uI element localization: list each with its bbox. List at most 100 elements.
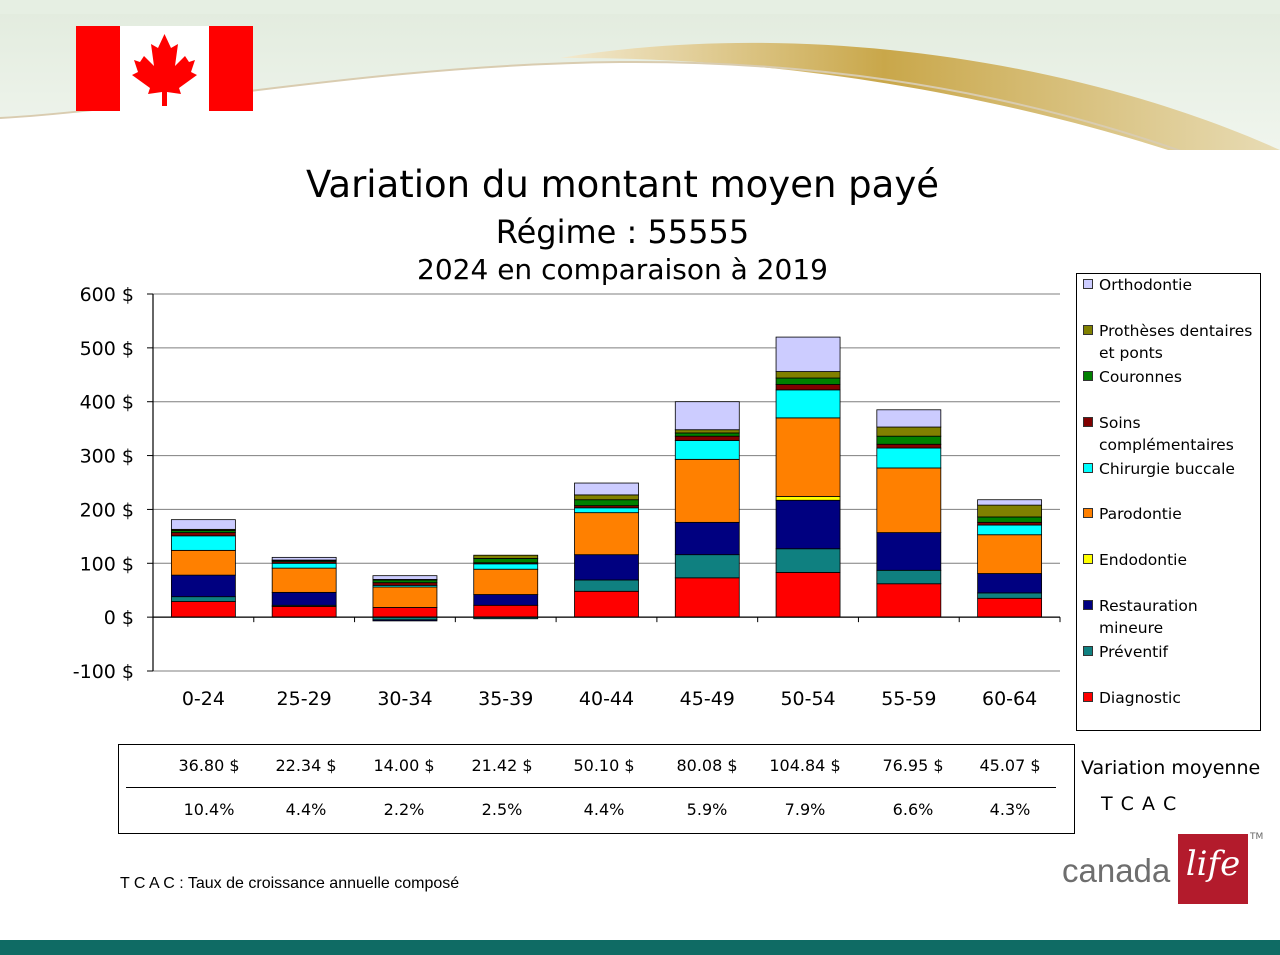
bar-segment-restauration-mineure-35-39 bbox=[473, 594, 539, 606]
legend-swatch bbox=[1083, 692, 1093, 702]
bar-segment-chirurgie-buccale-50-54 bbox=[775, 389, 841, 419]
table-cell-row1: 22.34 $ bbox=[275, 756, 337, 775]
bar-segment-diagnostic-45-49 bbox=[674, 577, 740, 618]
bar-segment-restauration-mineure-25-29 bbox=[271, 591, 337, 606]
bar-segment-parodontie-25-29 bbox=[271, 567, 337, 593]
y-tick-label: 200 $ bbox=[80, 499, 134, 521]
y-tick-label: 400 $ bbox=[80, 392, 134, 414]
y-tick-label: 0 $ bbox=[104, 607, 134, 629]
bar-segment-diagnostic-30-34 bbox=[372, 607, 438, 618]
bar-segment-orthodontie-0-24 bbox=[170, 519, 236, 530]
bar-segment-restauration-mineure-40-44 bbox=[574, 554, 639, 581]
table-cell-row2: 2.5% bbox=[481, 800, 523, 819]
legend-label: Chirurgie buccale bbox=[1099, 460, 1235, 478]
bar-segment-diagnostic-0-24 bbox=[170, 601, 236, 618]
legend-swatch bbox=[1083, 279, 1093, 289]
bar-segment-proth-ses-dentaires-et-ponts-60-64 bbox=[977, 504, 1043, 518]
bar-segment-soins-compl-mentaires-60-64 bbox=[977, 521, 1043, 526]
table-cell-row1: 45.07 $ bbox=[979, 756, 1041, 775]
bar-segment-chirurgie-buccale-35-39 bbox=[473, 563, 539, 570]
bar-segment-parodontie-35-39 bbox=[473, 568, 539, 595]
bar-segment-pr-ventif-0-24 bbox=[170, 596, 236, 602]
bar-segment-chirurgie-buccale-25-29 bbox=[271, 562, 337, 569]
axes bbox=[147, 293, 1061, 672]
bar-segment-parodontie-40-44 bbox=[574, 512, 639, 556]
bar-segment-couronnes-40-44 bbox=[574, 499, 639, 507]
legend-label: Parodontie bbox=[1099, 505, 1182, 523]
bar-segment-restauration-mineure-60-64 bbox=[977, 573, 1043, 594]
table-cell-row2: 4.4% bbox=[583, 800, 625, 819]
bar-segment-restauration-mineure-45-49 bbox=[674, 521, 740, 556]
bar-segment-proth-ses-dentaires-et-ponts-45-49 bbox=[674, 429, 740, 434]
legend-label: Orthodontie bbox=[1099, 276, 1193, 294]
x-tick-label: 0-24 bbox=[182, 688, 225, 710]
legend-label: Soins complémentaires bbox=[1099, 414, 1234, 454]
chart-title: Variation du montant moyen payé bbox=[305, 163, 939, 206]
bar-segment-orthodontie-50-54 bbox=[775, 336, 841, 372]
x-tick-label: 30-34 bbox=[377, 688, 432, 710]
bar-segment-proth-ses-dentaires-et-ponts-50-54 bbox=[775, 371, 841, 379]
bar-segment-couronnes-30-34 bbox=[372, 579, 438, 584]
bar-segment-pr-ventif-50-54 bbox=[775, 548, 841, 573]
bar-segment-couronnes-55-59 bbox=[876, 435, 942, 445]
bar-segment-parodontie-60-64 bbox=[977, 534, 1043, 574]
y-tick-label: 300 $ bbox=[80, 446, 134, 468]
table-cell-row2: 7.9% bbox=[784, 800, 826, 819]
row-label-tcac: T C A C bbox=[1101, 793, 1178, 815]
table-cell-row1: 36.80 $ bbox=[178, 756, 240, 775]
y-tick-label: 500 $ bbox=[80, 338, 134, 360]
bar-segment-couronnes-35-39 bbox=[473, 558, 539, 564]
chart-subtitle-plan: Régime : 55555 bbox=[495, 213, 750, 251]
table-cell-row1: 76.95 $ bbox=[882, 756, 944, 775]
bar-segment-soins-compl-mentaires-30-34 bbox=[372, 582, 438, 586]
bars bbox=[170, 336, 1043, 622]
table-cell-row2: 6.6% bbox=[892, 800, 934, 819]
legend-label: Diagnostic bbox=[1099, 689, 1181, 707]
legend-swatch bbox=[1083, 417, 1093, 427]
legend-label: Couronnes bbox=[1099, 368, 1182, 386]
bar-segment-parodontie-50-54 bbox=[775, 417, 841, 497]
bar-segment-chirurgie-buccale-40-44 bbox=[574, 507, 639, 514]
logo-trademark: TM bbox=[1250, 832, 1264, 842]
y-tick-label: -100 $ bbox=[73, 661, 134, 683]
legend-label: Préventif bbox=[1099, 643, 1169, 661]
bar-segment-couronnes-50-54 bbox=[775, 377, 841, 385]
x-tick-label: 35-39 bbox=[478, 688, 533, 710]
bar-segment-orthodontie-30-34 bbox=[372, 575, 438, 580]
x-tick-label: 55-59 bbox=[881, 688, 936, 710]
logo-wordmark: canada bbox=[1062, 852, 1171, 889]
bar-segment-endodontie-50-54 bbox=[775, 496, 841, 501]
bar-segment-restauration-mineure-55-59 bbox=[876, 532, 942, 571]
table-cell-row2: 4.4% bbox=[285, 800, 327, 819]
table-cell-row2: 4.3% bbox=[989, 800, 1031, 819]
bar-segment-diagnostic-35-39 bbox=[473, 604, 539, 618]
y-tick-label: 100 $ bbox=[80, 553, 134, 575]
legend-swatch bbox=[1083, 508, 1093, 518]
bar-segment-diagnostic-25-29 bbox=[271, 605, 337, 618]
footer-band bbox=[0, 940, 1280, 955]
bar-segment-diagnostic-60-64 bbox=[977, 597, 1043, 618]
bar-segment-restauration-mineure-50-54 bbox=[775, 499, 841, 550]
bar-segment-couronnes-60-64 bbox=[977, 516, 1043, 523]
bar-segment-proth-ses-dentaires-et-ponts-35-39 bbox=[473, 554, 539, 559]
stacked-bar-chart: -100 $0 $100 $200 $300 $400 $500 $600 $ … bbox=[73, 284, 1061, 710]
legend-swatch bbox=[1083, 463, 1093, 473]
table-cell-row1: 80.08 $ bbox=[676, 756, 738, 775]
bar-segment-parodontie-30-34 bbox=[372, 586, 438, 608]
x-tick-label: 25-29 bbox=[277, 688, 332, 710]
footnote: T C A C : Taux de croissance annuelle co… bbox=[120, 875, 460, 892]
chart-subtitle-period: 2024 en comparaison à 2019 bbox=[417, 253, 828, 286]
bar-segment-orthodontie-60-64 bbox=[977, 499, 1043, 506]
bar-segment-orthodontie-45-49 bbox=[674, 401, 740, 431]
bar-segment-soins-compl-mentaires-0-24 bbox=[170, 532, 236, 537]
table-cell-row2: 5.9% bbox=[686, 800, 728, 819]
x-tick-label: 50-54 bbox=[780, 688, 835, 710]
table-cell-row1: 50.10 $ bbox=[573, 756, 635, 775]
bar-segment-orthodontie-25-29 bbox=[271, 556, 337, 561]
bar-segment-diagnostic-40-44 bbox=[574, 590, 639, 618]
bar-segment-chirurgie-buccale-55-59 bbox=[876, 447, 942, 469]
table-cell-row1: 104.84 $ bbox=[769, 756, 841, 775]
x-tick-label: 60-64 bbox=[982, 688, 1037, 710]
legend-label: Restauration mineure bbox=[1099, 597, 1198, 637]
table-cell-row2: 2.2% bbox=[383, 800, 425, 819]
